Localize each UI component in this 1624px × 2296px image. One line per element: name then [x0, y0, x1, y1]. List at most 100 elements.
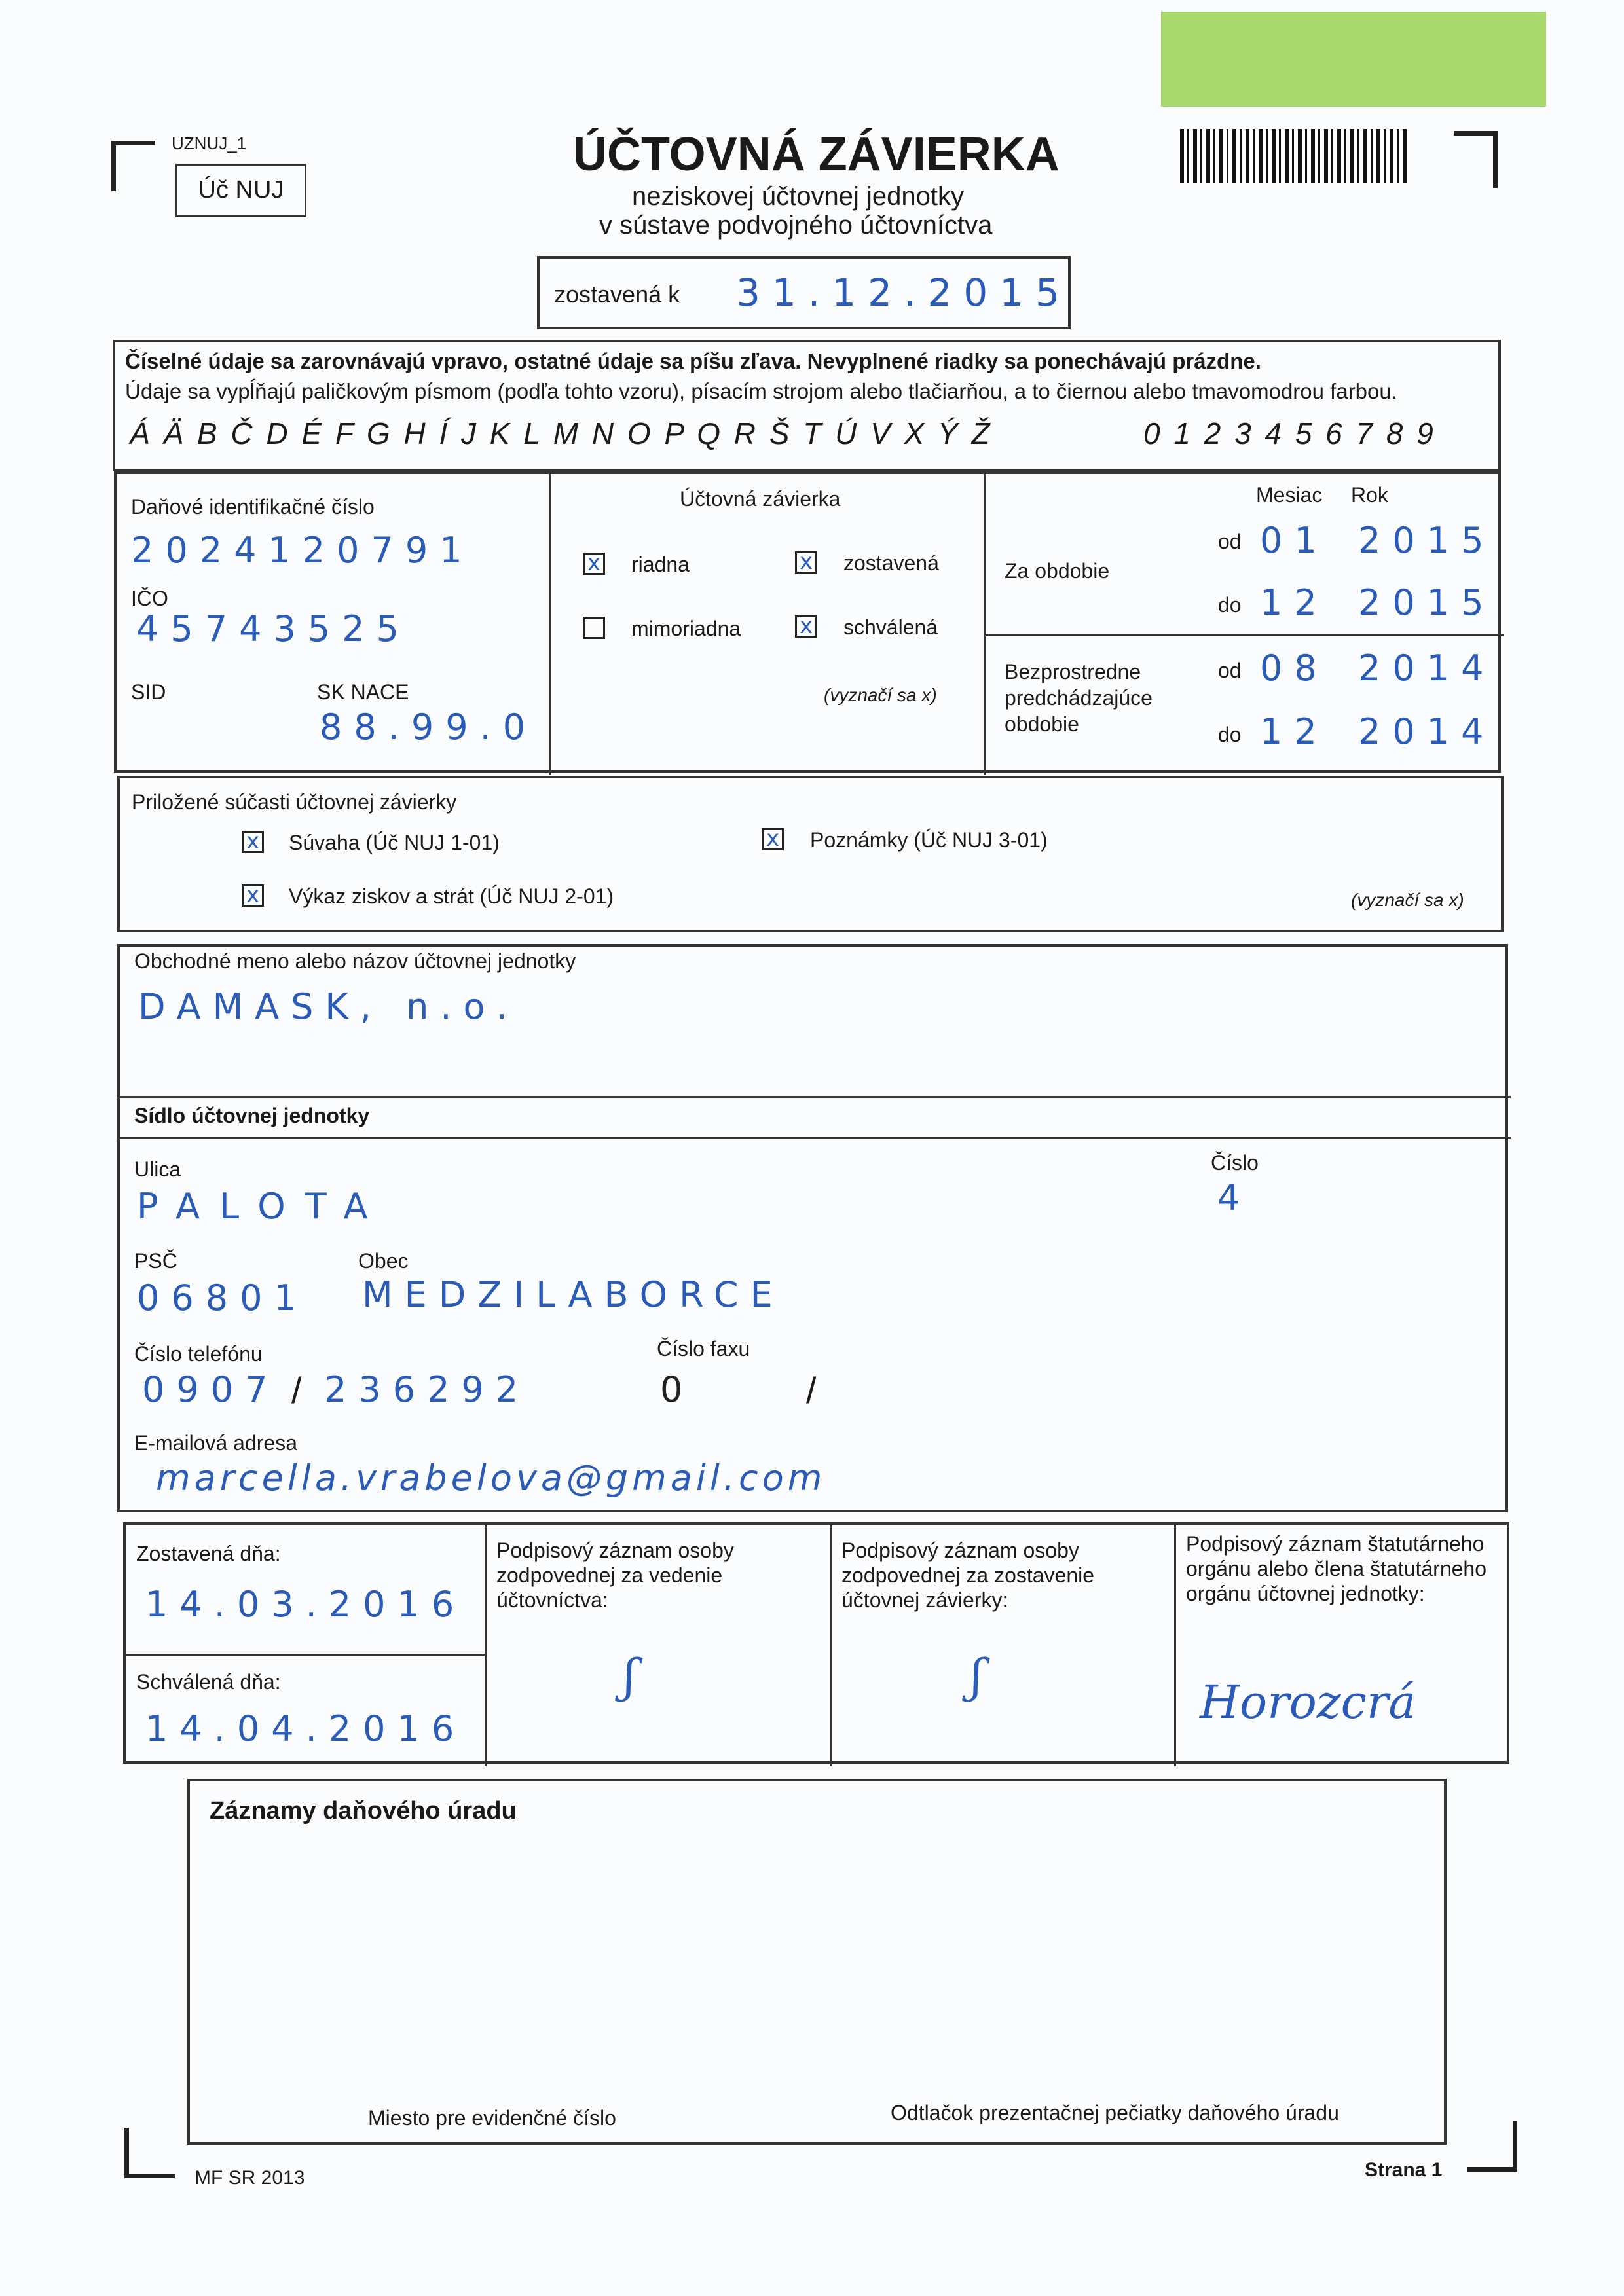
- to-label: do: [1218, 593, 1242, 617]
- option-riadna: riadna: [631, 553, 690, 576]
- signature-accounting: ʃ: [623, 1649, 637, 1703]
- attachments-title: Priložené súčasti účtovnej závierky: [132, 790, 457, 814]
- sknace-label: SK NACE: [317, 680, 409, 704]
- phone-prefix[interactable]: 0907: [142, 1369, 280, 1410]
- form-code: UZNUJ_1: [172, 134, 247, 153]
- dic-value[interactable]: 2024120791: [131, 530, 474, 571]
- email-label: E-mailová adresa: [134, 1431, 297, 1455]
- divider: [120, 1096, 1511, 1098]
- number-value[interactable]: 4: [1217, 1177, 1252, 1218]
- divider: [830, 1525, 832, 1766]
- current-to-year[interactable]: 2015: [1358, 582, 1496, 623]
- fax-prefix[interactable]: 0: [660, 1369, 695, 1410]
- page-title: ÚČTOVNÁ ZÁVIERKA: [573, 128, 1060, 181]
- signature-label-preparer: Podpisový záznam osoby zodpovednej za zo…: [841, 1539, 1095, 1612]
- prev-to-year[interactable]: 2014: [1358, 711, 1496, 752]
- prepared-as-of-box: zostavená k 31.12.2015: [537, 256, 1071, 329]
- signature-preparer: ʃ: [970, 1649, 984, 1703]
- phone-label: Číslo telefónu: [134, 1342, 263, 1366]
- phone-slash: /: [291, 1370, 302, 1411]
- statement-note: (vyznačí sa x): [824, 685, 937, 705]
- corner-mark-tl: [111, 141, 155, 191]
- number-label: Číslo: [1211, 1151, 1259, 1175]
- month-label: Mesiac: [1256, 483, 1323, 507]
- name-value[interactable]: DAMASK, n.o.: [138, 986, 519, 1027]
- footer-page-number: Strana 1: [1365, 2159, 1443, 2181]
- option-zostavena: zostavená: [843, 551, 939, 575]
- prev-from-month[interactable]: 08: [1260, 647, 1329, 689]
- to-label: do: [1218, 723, 1242, 746]
- checkbox-poznamky[interactable]: x: [762, 828, 784, 850]
- year-label: Rok: [1351, 483, 1388, 507]
- form-badge: Úč NUJ: [175, 164, 306, 217]
- divider: [126, 1654, 485, 1656]
- current-from-month[interactable]: 01: [1260, 520, 1329, 561]
- approved-date-value[interactable]: 14.04.2016: [145, 1708, 466, 1749]
- name-label: Obchodné meno alebo názov účtovnej jedno…: [134, 949, 576, 973]
- green-tag: [1161, 12, 1546, 107]
- current-from-year[interactable]: 2015: [1358, 520, 1496, 561]
- current-to-month[interactable]: 12: [1260, 582, 1329, 623]
- approved-date-label: Schválená dňa:: [136, 1670, 281, 1694]
- phone-number[interactable]: 236292: [324, 1369, 530, 1410]
- checkbox-vykaz[interactable]: x: [242, 884, 264, 907]
- tax-office-section: Záznamy daňového úradu Miesto pre eviden…: [187, 1779, 1447, 2145]
- ico-value[interactable]: 45743525: [136, 608, 411, 649]
- instruction-line-1: Číselné údaje sa zarovnávajú vpravo, ost…: [125, 349, 1261, 373]
- divider: [984, 474, 986, 775]
- signature-label-statutory: Podpisový záznam štatutárneho orgánu ale…: [1186, 1532, 1487, 1605]
- checkbox-schvalena[interactable]: x: [795, 615, 817, 638]
- divider: [120, 1137, 1511, 1139]
- street-value[interactable]: PALOTA: [137, 1186, 388, 1227]
- fax-slash: /: [806, 1370, 817, 1411]
- previous-period-label: Bezprostredne predchádzajúce obdobie: [1005, 660, 1153, 736]
- dic-label: Daňové identifikačné číslo: [131, 495, 375, 519]
- attachments-note: (vyznačí sa x): [1351, 890, 1464, 910]
- current-period-label: Za obdobie: [1005, 559, 1110, 583]
- statement-title: Účtovná závierka: [680, 487, 841, 511]
- instruction-line-2: Údaje sa vypĺňajú paličkovým písmom (pod…: [125, 379, 1397, 403]
- prepared-as-of-value[interactable]: 31.12.2015: [736, 270, 1072, 315]
- attachment-suvaha: Súvaha (Úč NUJ 1-01): [289, 831, 500, 854]
- signature-statutory: Horozcrá: [1200, 1675, 1416, 1729]
- sknace-value[interactable]: 88.99.0: [320, 706, 538, 748]
- footer-form-version: MF SR 2013: [194, 2167, 305, 2189]
- subtitle-1: neziskovej účtovnej jednotky: [632, 182, 964, 211]
- prepared-date-value[interactable]: 14.03.2016: [145, 1584, 466, 1625]
- digits-sample: 0 1 2 3 4 5 6 7 8 9: [1143, 416, 1436, 450]
- from-label: od: [1218, 659, 1242, 682]
- instructions-box: Číselné údaje sa zarovnávajú vpravo, ost…: [113, 340, 1501, 471]
- city-value[interactable]: MEDZILABORCE: [362, 1274, 784, 1315]
- barcode: [1180, 129, 1409, 183]
- option-mimoriadna: mimoriadna: [631, 617, 741, 640]
- corner-mark-tr: [1454, 131, 1498, 188]
- seat-title: Sídlo účtovnej jednotky: [134, 1104, 370, 1127]
- zip-value[interactable]: 06801: [137, 1277, 308, 1319]
- prev-to-month[interactable]: 12: [1260, 711, 1329, 752]
- form-badge-text: Úč NUJ: [198, 176, 284, 204]
- registration-number-label: Miesto pre evidenčné číslo: [368, 2106, 616, 2130]
- alphabet-sample: Á Ä B Č D É F G H Í J K L M N O P Q R Š …: [130, 416, 993, 450]
- city-label: Obec: [358, 1249, 409, 1273]
- checkbox-mimoriadna[interactable]: [583, 617, 605, 639]
- prepared-as-of-label: zostavená k: [554, 281, 680, 308]
- zip-label: PSČ: [134, 1249, 177, 1273]
- divider: [485, 1525, 487, 1766]
- identification-section: Daňové identifikačné číslo 2024120791 IČ…: [114, 471, 1504, 775]
- prev-from-year[interactable]: 2014: [1358, 647, 1496, 689]
- street-label: Ulica: [134, 1157, 181, 1181]
- divider: [1174, 1525, 1176, 1766]
- divider: [984, 634, 1504, 636]
- ico-label: IČO: [131, 587, 168, 610]
- attachment-poznamky: Poznámky (Úč NUJ 3-01): [810, 828, 1048, 852]
- stamp-label: Odtlačok prezentačnej pečiatky daňového …: [891, 2101, 1339, 2124]
- checkbox-zostavena[interactable]: x: [795, 551, 817, 574]
- checkbox-suvaha[interactable]: x: [242, 830, 264, 853]
- checkbox-riadna[interactable]: x: [583, 552, 605, 575]
- tax-office-title: Záznamy daňového úradu: [210, 1797, 517, 1825]
- email-value[interactable]: marcella.vrabelova@gmail.com: [156, 1457, 826, 1499]
- attachments-section: Priložené súčasti účtovnej závierky x Sú…: [117, 776, 1504, 932]
- subtitle-2: v sústave podvojného účtovníctva: [599, 211, 993, 240]
- signature-label-accounting: Podpisový záznam osoby zodpovednej za ve…: [496, 1539, 734, 1612]
